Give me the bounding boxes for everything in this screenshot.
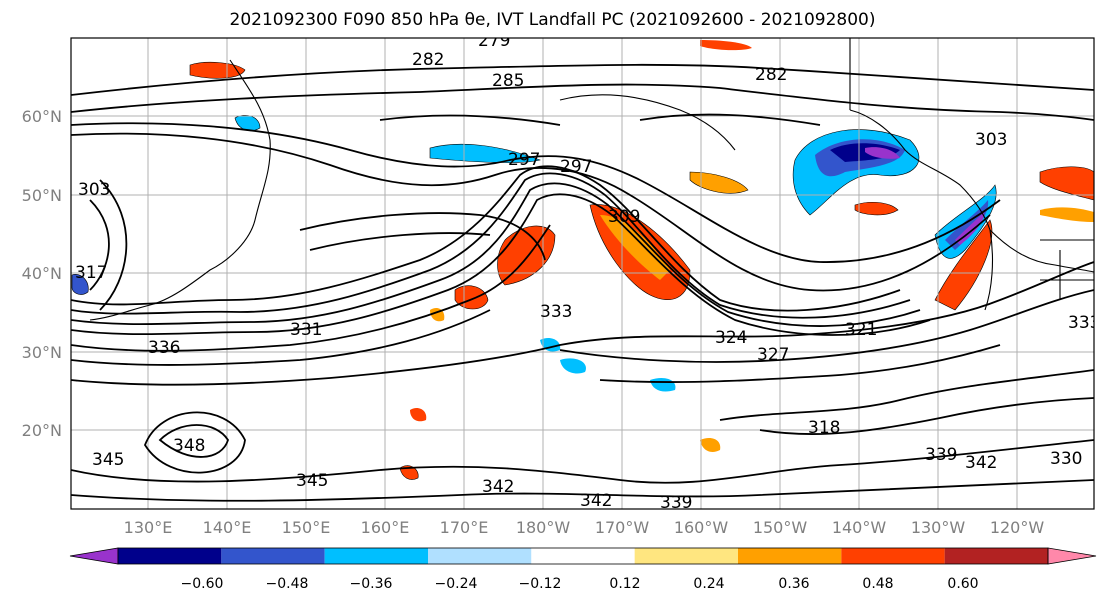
colorbar-border [117,547,1049,565]
lon-tick-label: 140°E [203,518,252,537]
lon-tick-label: 130°W [911,518,966,537]
contour-label: 342 [482,477,514,497]
lon-tick-label: 180°W [516,518,571,537]
colorbar-tick-label: 0.24 [693,576,724,592]
colorbar-segment [324,548,428,564]
lon-tick-label: 160°E [361,518,410,537]
coastlines [89,38,1094,321]
lon-tick-label: 140°W [832,518,887,537]
lon-tick-label: 120°W [990,518,1045,537]
lon-tick-label: 130°E [124,518,173,537]
lat-tick-label: 50°N [22,186,62,205]
contour-label: 331 [290,320,322,340]
contour-label: 327 [757,345,789,365]
lon-tick-label: 150°W [753,518,808,537]
graticule [71,38,1094,509]
contour-label: 317 [75,263,107,283]
contour-label: 309 [608,207,640,227]
contour-label: 333 [540,302,572,322]
contour-label: 339 [660,493,692,513]
colorbar-segment [634,548,738,564]
lat-tick-label: 60°N [22,107,62,126]
contour-label: 348 [173,436,205,456]
colorbar-extend-high [1047,547,1097,565]
colorbar-tick-label: 0.36 [778,576,809,592]
lon-tick-label: 160°W [674,518,729,537]
contour-label: 282 [755,65,787,85]
lat-tick-label: 40°N [22,264,62,283]
contour-label: 303 [975,130,1007,150]
lon-tick-label: 150°E [282,518,331,537]
map-frame [70,37,1095,510]
colorbar-tick-label: −0.36 [350,576,393,592]
shading-negative [71,115,997,392]
lon-tick-label: 170°E [440,518,489,537]
contour-label: 297 [560,157,592,177]
colorbar [69,547,1097,565]
contour-label: 345 [92,450,124,470]
lat-tick-label: 20°N [22,421,62,440]
colorbar-tick-label: 0.60 [947,576,978,592]
colorbar-segment [738,548,842,564]
contour-label: 345 [296,471,328,491]
colorbar-segment [944,548,1048,564]
lon-tick-label: 170°W [595,518,650,537]
colorbar-segment [221,548,325,564]
contour-label: 336 [148,338,180,358]
colorbar-tick-label: 0.48 [862,576,893,592]
colorbar-segment [428,548,532,564]
contour-label: 339 [925,445,957,465]
contour-label: 321 [845,320,877,340]
contour-label: 297 [508,150,540,170]
colorbar-tick-label: −0.48 [266,576,309,592]
colorbar-extend-low [69,547,119,565]
contour-label: 342 [965,453,997,473]
contour-label: 333 [1068,313,1100,333]
colorbar-tick-label: −0.24 [435,576,478,592]
colorbar-segment [841,548,945,564]
lat-tick-label: 30°N [22,343,62,362]
contour-label: 342 [580,491,612,511]
colorbar-tick-labels: −0.60 −0.48 −0.36 −0.24 −0.12 0.12 0.24 … [181,576,979,592]
theta-e-contours [71,63,1094,502]
colorbar-segment [118,548,222,564]
colorbar-tick-label: −0.60 [181,576,224,592]
colorbar-segment [531,548,635,564]
contour-label: 330 [1050,449,1082,469]
lon-tick-labels: 130°E 140°E 150°E 160°E 170°E 180°W 170°… [124,518,1045,537]
colorbar-tick-label: −0.12 [519,576,562,592]
colorbar-tick-label: 0.12 [609,576,640,592]
contour-label: 303 [78,180,110,200]
contour-label: 324 [715,328,747,348]
contour-label: 285 [492,71,524,91]
contour-labels: 279 282 285 282 297 297 303 309 317 333 … [75,31,1100,513]
lat-tick-labels: 60°N 50°N 40°N 30°N 20°N [22,107,62,440]
map-title: 2021092300 F090 850 hPa θe, IVT Landfall… [229,10,876,30]
contour-label: 282 [412,50,444,70]
contour-label: 318 [808,418,840,438]
contour-label: 279 [478,31,510,51]
